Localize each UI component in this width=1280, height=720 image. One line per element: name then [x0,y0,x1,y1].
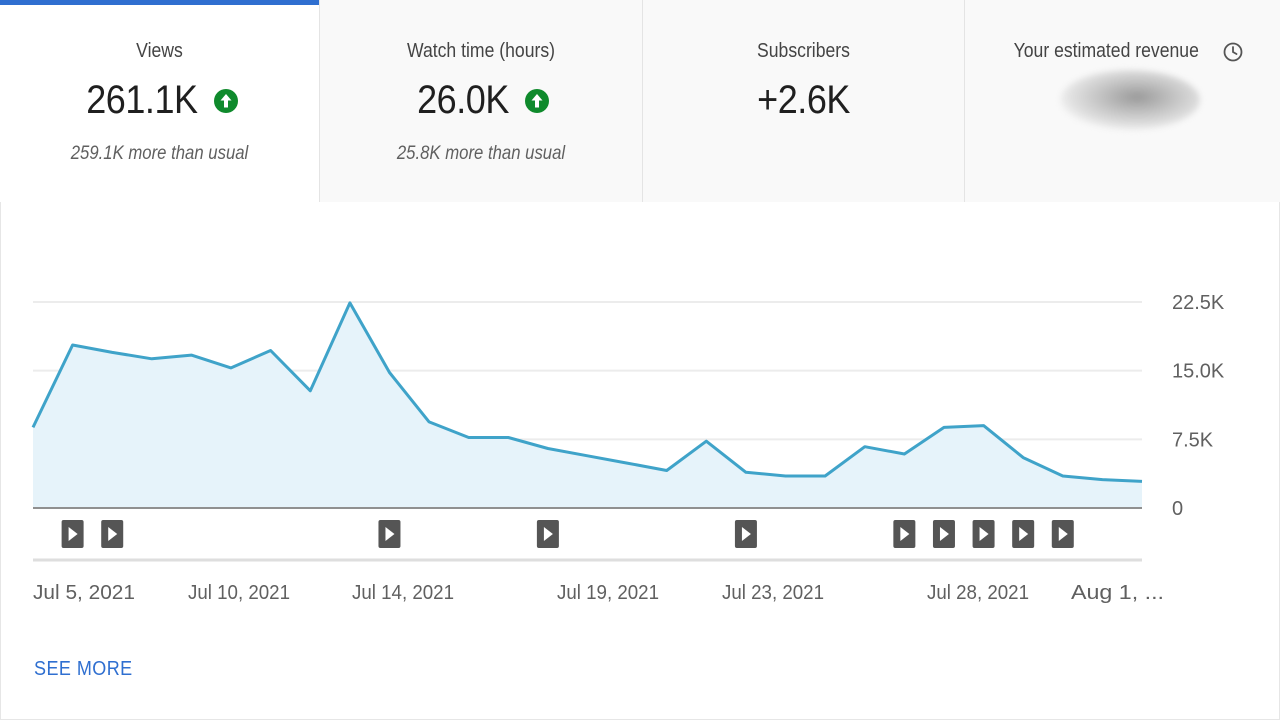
x-tick-label: Jul 28, 2021 [927,582,1029,604]
y-tick-label: 0 [1172,498,1183,520]
x-tick-label: Jul 14, 2021 [352,582,454,604]
x-tick-label: Jul 5, 2021 [33,582,135,604]
tab-revenue-label-row: Your estimated revenue [965,40,1280,63]
video-marker-icon[interactable] [1012,520,1035,548]
arrow-up-icon [214,88,239,113]
video-marker-icon[interactable] [893,520,916,548]
arrow-up-icon [525,88,550,113]
tab-views-value: 261.1K [85,78,198,122]
video-marker-icon[interactable] [734,520,757,548]
tab-subscribers-label: Subscribers [757,40,850,62]
tab-watch-time-label: Watch time (hours) [406,40,556,62]
video-marker-icon[interactable] [536,520,559,548]
video-marker-icon[interactable] [932,520,955,548]
y-tick-label: 22.5K [1172,292,1225,314]
views-series-line [31,301,1143,483]
video-marker-icon[interactable] [1051,520,1074,548]
y-tick-label: 15.0K [1172,361,1225,383]
x-tick-label: Jul 19, 2021 [557,582,659,604]
tab-subscribers-value: +2.6K [757,78,850,122]
video-marker-icon[interactable] [61,520,84,548]
tab-subscribers[interactable]: Subscribers +2.6K [643,0,965,202]
tab-views-note: 259.1K more than usual [70,143,249,164]
tab-views-label: Views [136,40,183,62]
x-tick-label: Jul 10, 2021 [188,582,290,604]
clock-icon[interactable] [1222,41,1244,63]
tab-estimated-revenue[interactable]: Your estimated revenue [965,0,1280,202]
x-tick-label: Jul 23, 2021 [722,582,824,604]
tab-subscribers-value-row: +2.6K [643,78,964,123]
video-marker-icon[interactable] [972,520,995,548]
y-tick-label: 7.5K [1172,429,1214,451]
views-chart: Jul 5, 2021 Jul 10, 2021 Jul 14, 2021 Jul 1… [0,202,1280,622]
tab-views[interactable]: Views 261.1K 259.1K more than usual [0,0,320,202]
metric-tabs: Views 261.1K 259.1K more than usual Watc… [0,0,1280,202]
tab-watch-time-value: 26.0K [417,78,509,122]
revenue-value-blurred [1060,70,1200,130]
see-more-link[interactable]: SEE MORE [34,658,133,680]
tab-views-value-row: 261.1K [0,78,319,123]
video-marker-icon[interactable] [378,520,401,548]
tab-watch-time-note: 25.8K more than usual [396,143,566,164]
views-area-fill [33,302,1142,508]
tab-watch-time[interactable]: Watch time (hours) 26.0K 25.8K more than… [320,0,643,202]
views-area-chart: Jul 5, 2021 Jul 10, 2021 Jul 14, 2021 Jul 1… [31,292,1225,604]
x-tick-label: Aug 1, ... [1071,582,1164,604]
tab-revenue-label: Your estimated revenue [1013,40,1200,62]
video-marker-icon[interactable] [101,520,124,548]
tab-watch-time-value-row: 26.0K [320,78,642,123]
